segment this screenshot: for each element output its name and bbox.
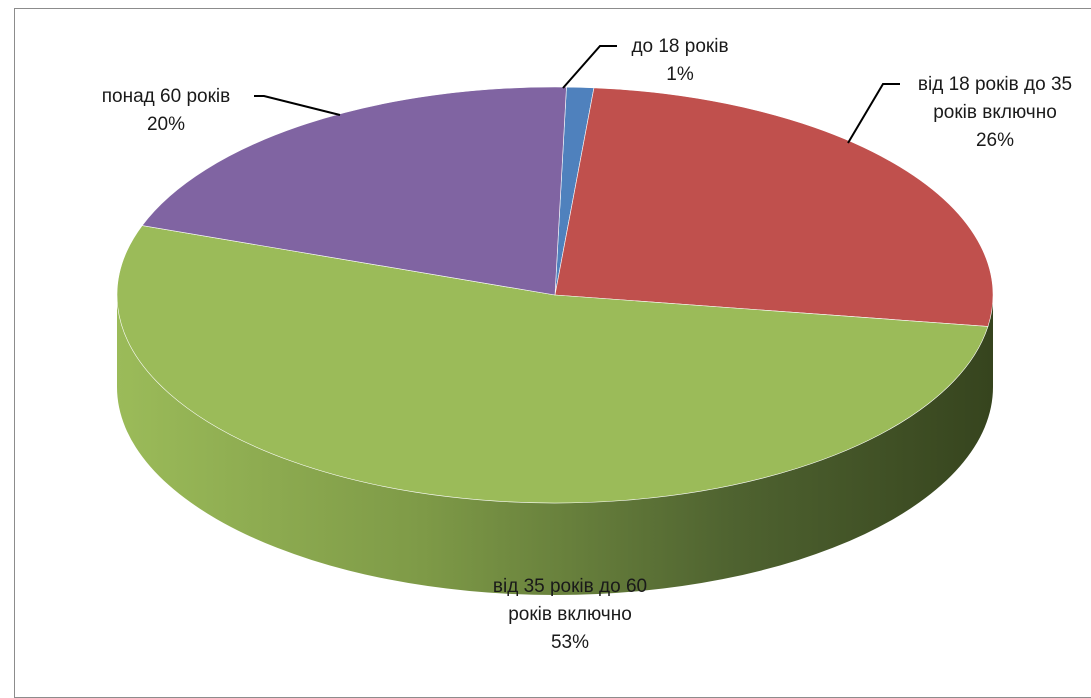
data-label-1-line-1: років включно — [933, 102, 1057, 123]
pie-side-wall — [117, 295, 993, 595]
data-label-1-line-0: від 18 років до 35 — [918, 74, 1072, 95]
pie-chart: до 18 років 1% від 18 років до 35 років вкл… — [102, 36, 1072, 653]
data-label-3-percent: 20% — [147, 114, 185, 135]
data-label-2-line-1: років включно — [508, 604, 632, 625]
leader-lines — [254, 45, 900, 144]
pie-slice-2 — [116, 225, 989, 504]
leader-line-3 — [254, 95, 341, 116]
leader-line-1 — [847, 83, 900, 144]
data-label-3-line-0: понад 60 років — [102, 86, 230, 107]
pie-slice-3 — [141, 86, 567, 296]
data-labels: до 18 років 1% від 18 років до 35 років вкл… — [102, 36, 1072, 653]
data-label-0-line-0: до 18 років — [631, 36, 728, 57]
leader-line-0 — [562, 45, 617, 89]
data-label-1-percent: 26% — [976, 130, 1014, 151]
pie-slice-1 — [554, 87, 994, 327]
data-label-0-percent: 1% — [666, 64, 694, 85]
pie-top-layer — [116, 86, 994, 504]
data-label-2-percent: 53% — [551, 632, 589, 653]
data-label-2-line-0: від 35 років до 60 — [493, 576, 647, 597]
pie-side-layer — [117, 295, 993, 595]
